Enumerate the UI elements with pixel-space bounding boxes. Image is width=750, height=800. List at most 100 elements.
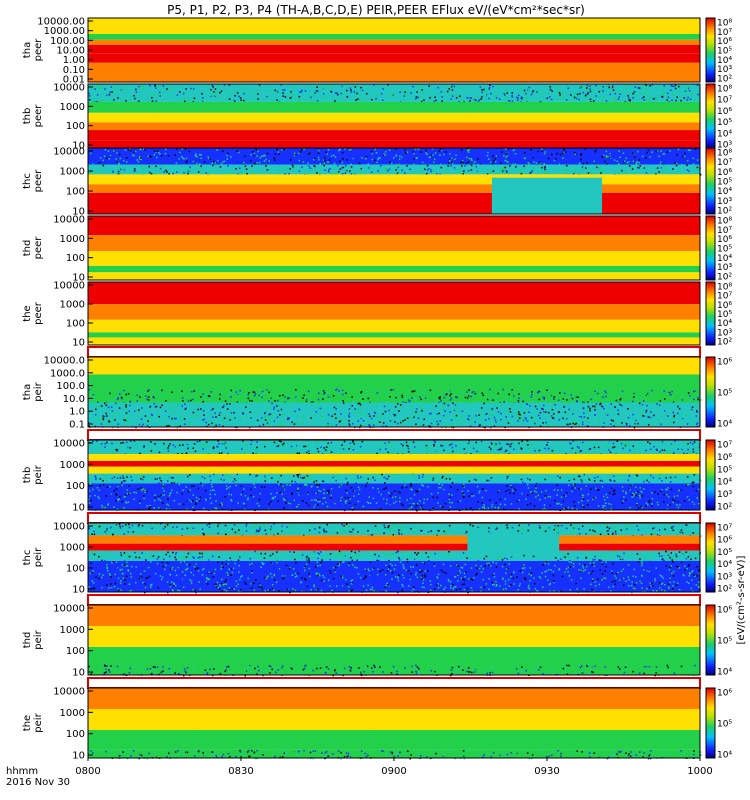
speckle [215,416,217,418]
spectrogram-band [88,39,700,45]
speckle [395,154,398,156]
speckle [587,450,589,453]
speckle [359,94,361,96]
speckle [335,417,337,420]
speckle [300,91,303,93]
speckle [409,449,412,451]
speckle [327,425,329,427]
speckle [452,426,455,429]
speckle [304,90,307,92]
speckle [247,497,249,499]
speckle [316,172,318,174]
speckle [452,409,455,412]
speckle [483,93,486,96]
speckle [687,86,689,88]
speckle [387,475,390,478]
speckle [519,398,522,400]
speckle [375,97,377,100]
speckle [531,446,533,448]
speckle [270,525,273,528]
speckle [417,148,420,150]
speckle [339,168,342,170]
speckle [558,85,561,87]
speckle [281,443,284,446]
speckle [649,442,651,445]
speckle [492,399,494,401]
speckle [661,440,664,443]
speckle [568,406,571,408]
speckle [322,396,324,398]
speckle [672,421,675,424]
speckle [327,161,329,163]
speckle [263,412,266,415]
speckle [624,444,627,447]
speckle [451,161,453,164]
speckle [388,407,390,409]
speckle [433,445,435,447]
speckle [349,530,351,533]
speckle [212,447,215,450]
speckle [683,155,686,158]
speckle [197,416,200,418]
speckle [317,504,319,506]
speckle [279,450,282,453]
speckle [269,413,272,415]
speckle [343,406,345,409]
speckle [117,162,120,164]
speckle [392,388,395,391]
speckle [525,418,527,420]
speckle [137,155,139,157]
speckle [296,474,298,476]
panels-layer: 10000.001000.00100.0010.001.000.100.01th… [22,17,732,762]
speckle [674,440,676,443]
speckle [517,99,519,101]
speckle [95,408,97,411]
speckle [652,98,654,100]
speckle [188,440,191,443]
speckle [217,410,220,413]
speckle [155,150,157,152]
speckle [339,393,341,395]
speckle [315,100,318,102]
speckle [322,480,324,483]
speckle [688,170,690,173]
speckle [98,476,100,479]
speckle [135,408,138,410]
speckle [162,485,165,488]
speckle [686,405,688,407]
speckle [277,410,280,412]
speckle [300,476,302,479]
speckle [89,495,91,497]
speckle [134,410,136,412]
speckle [558,502,560,505]
speckle [355,393,358,395]
speckle [595,530,597,532]
speckle [372,389,374,391]
speckle [488,499,491,502]
speckle [672,525,675,528]
speckle [361,157,363,159]
speckle [609,423,612,425]
speckle [148,485,150,488]
speckle [664,475,666,477]
speckle [153,154,156,156]
speckle [566,423,569,426]
speckle [115,448,118,451]
speckle [163,490,165,492]
speckle [444,533,447,535]
speckle [258,425,261,427]
speckle [586,89,589,91]
speckle [500,400,503,403]
colorbar-tick-label: 10³ [717,65,732,75]
speckle [353,495,355,497]
speckle [645,411,647,413]
speckle [170,86,173,88]
speckle [435,451,437,454]
speckle [566,85,569,87]
speckle [124,494,127,496]
speckle [254,475,257,477]
speckle [197,408,199,411]
speckle [351,506,354,509]
speckle [154,84,156,87]
speckle [631,168,634,170]
